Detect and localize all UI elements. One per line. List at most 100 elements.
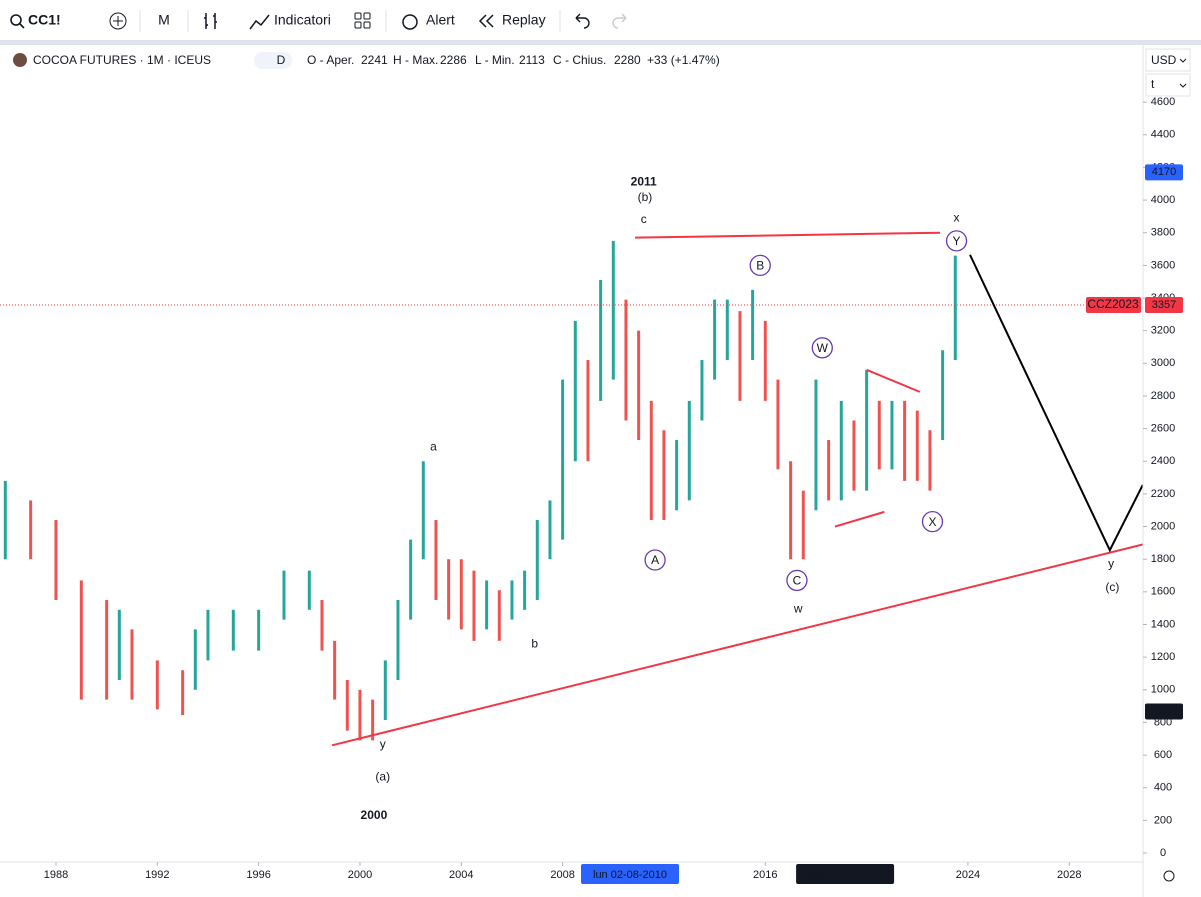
trendline (635, 231, 941, 239)
wave-label: (c) (1105, 580, 1119, 594)
wave-circle (811, 337, 833, 359)
y-tick-label: 2800 (1151, 390, 1175, 402)
chevron (1179, 58, 1187, 63)
add-icon[interactable] (109, 12, 127, 30)
alert-button[interactable]: Alert (426, 12, 455, 28)
wave-label: C (793, 574, 802, 588)
high-value: 2286 (440, 53, 467, 67)
y-tick-label: 3600 (1151, 259, 1175, 271)
date-badge (581, 864, 680, 884)
y-tick-label: 200 (1154, 814, 1172, 826)
wave-label: X (928, 515, 936, 529)
y-tick-label: 4000 (1151, 194, 1175, 206)
wave-label: c (641, 212, 647, 226)
trendline (331, 543, 1143, 747)
y-tick-label: 1600 (1151, 586, 1175, 598)
x-tick-label: 2008 (550, 869, 574, 881)
price-badge-label: 4170 (1152, 166, 1176, 178)
wave-label: 2000 (361, 808, 388, 822)
x-tick-label: 2016 (753, 869, 777, 881)
replay-icon (478, 14, 494, 28)
plot-area: 2011 (b) c a b y (a) 2000 A B Cw W X Yx y (c) (0, 174, 1144, 822)
wave-label: A (651, 553, 659, 567)
wave-label: W (817, 341, 829, 355)
wave-label: (b) (638, 190, 653, 204)
date-badge (796, 864, 895, 884)
layout-icon[interactable] (354, 12, 371, 29)
y-tick-label: 1800 (1151, 553, 1175, 565)
redo-icon[interactable] (612, 13, 627, 29)
y-tick-label: 0 (1160, 847, 1166, 859)
chart-type-icon[interactable] (204, 13, 217, 29)
date-badge-label: lun 02-08-2010 (593, 869, 667, 881)
wave-label: 2011 (631, 174, 657, 188)
trendline (969, 254, 1144, 553)
add-icon (113, 16, 123, 26)
currency-box[interactable] (1145, 48, 1191, 72)
unit-box[interactable] (1145, 73, 1191, 97)
last-price-name: CCZ2023 (1087, 297, 1139, 311)
x-tick-label: 1992 (145, 869, 169, 881)
unit[interactable]: t (1151, 77, 1155, 91)
wave-label: (a) (375, 769, 390, 783)
replay-button[interactable]: Replay (502, 12, 546, 28)
wave-circle (644, 549, 666, 571)
chevron (1179, 83, 1187, 88)
trendline (866, 368, 921, 393)
low-label: L - Min. (475, 53, 515, 67)
trendline (834, 510, 885, 528)
wave-circle (921, 511, 944, 533)
last-price-label: 3357 (1152, 299, 1176, 311)
price-badge (1145, 297, 1183, 314)
wave-circle (749, 254, 771, 277)
wave-label: B (756, 259, 764, 273)
close-value: 2280 (614, 53, 641, 67)
wave-label: Y (953, 234, 961, 248)
undo-icon[interactable] (575, 13, 590, 29)
currency[interactable]: USD (1151, 53, 1177, 67)
high-label: H - Max. (393, 53, 438, 67)
close-label: C - Chius. (553, 53, 606, 67)
wave-label: y (380, 737, 386, 751)
x-tick-label: 1988 (44, 869, 68, 881)
search-icon (10, 14, 22, 26)
settings-icon[interactable] (1163, 870, 1175, 882)
wave-label: b (531, 636, 538, 650)
y-tick-label: 2400 (1151, 455, 1175, 467)
indicators-button[interactable]: Indicatori (274, 12, 331, 28)
scale-controls: USD t (1145, 48, 1191, 97)
toolbar-border (0, 40, 1201, 45)
search-icon (19, 23, 25, 29)
y-tick-label: 4600 (1151, 96, 1175, 108)
symbol-logo (13, 53, 27, 67)
date-badge-label: ven 01-03-2019 (807, 869, 884, 881)
y-tick-label: 3000 (1151, 357, 1175, 369)
alert-icon (402, 14, 418, 30)
wave-label: w (793, 601, 803, 615)
interval[interactable]: M (158, 12, 170, 28)
wave-label: a (430, 440, 437, 454)
toolbar: CC1! M Indicatori Alert Replay (10, 10, 627, 32)
price-badge-label: 867 (1155, 705, 1173, 717)
x-tick-label: 2028 (1057, 869, 1081, 881)
price-badge (1145, 164, 1183, 181)
x-tick-label: 2004 (449, 869, 473, 881)
wave-label: x (954, 210, 960, 224)
price-badge (1145, 703, 1183, 720)
y-tick-label: 4400 (1151, 129, 1175, 141)
change-value: +33 (+1.47%) (647, 53, 720, 67)
wave-circle (945, 230, 968, 252)
low-value: 2113 (519, 53, 545, 67)
last-price-name-badge (1086, 297, 1141, 314)
symbol[interactable]: CC1! (28, 12, 61, 28)
y-tick-label: 400 (1154, 782, 1172, 794)
y-tick-label: 1200 (1151, 651, 1175, 663)
open-label: O - Aper. (307, 53, 354, 67)
y-tick-label: 2200 (1151, 488, 1175, 500)
legend-badge: D (277, 53, 286, 67)
x-tick-label: 2024 (956, 869, 980, 881)
y-tick-label: 1000 (1151, 684, 1175, 696)
